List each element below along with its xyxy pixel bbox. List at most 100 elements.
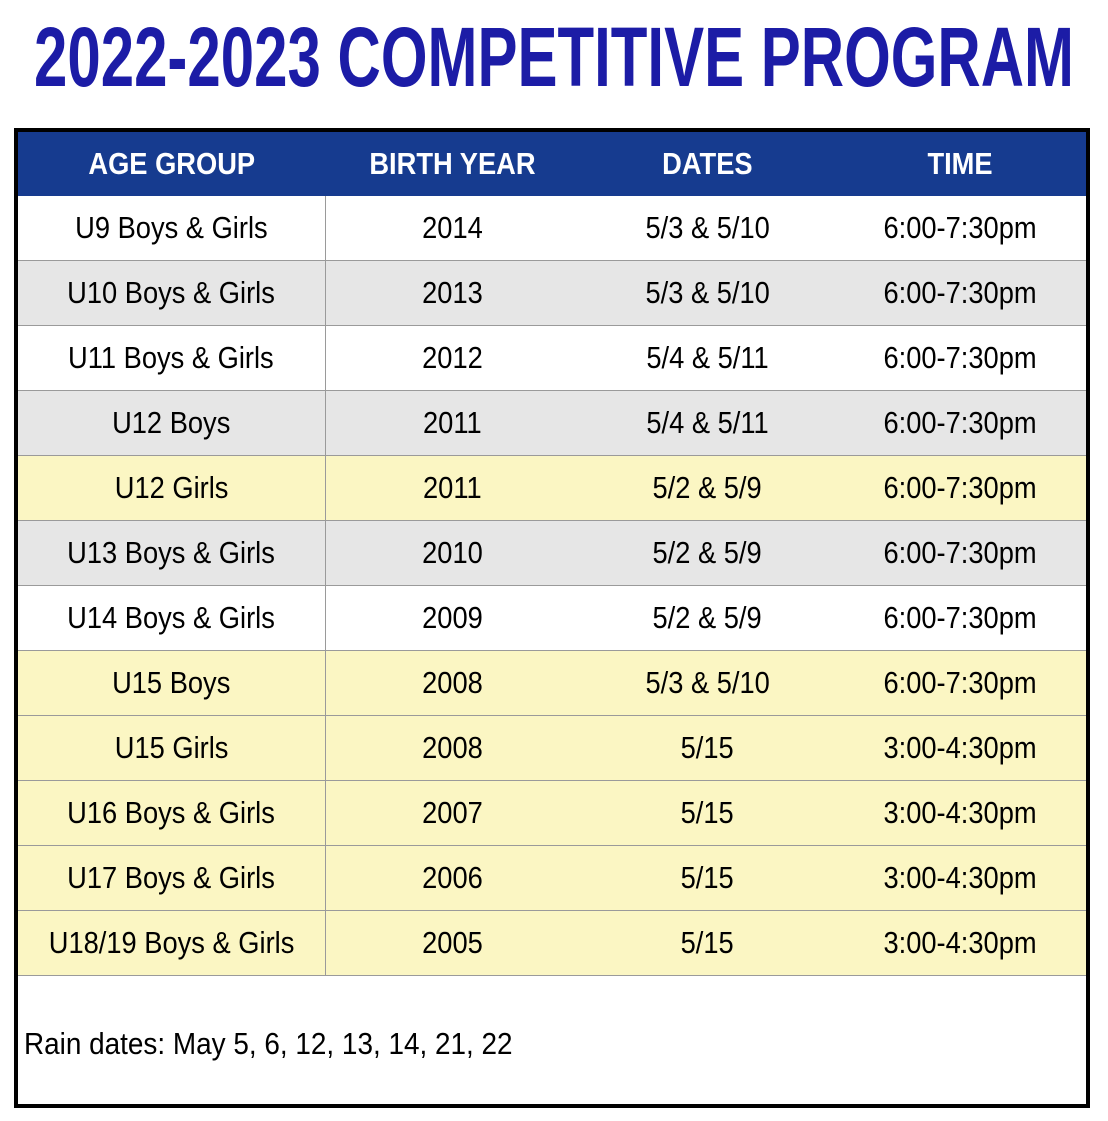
cell-text: 5/15 (680, 860, 735, 895)
table-cell: 3:00-4:30pm (835, 910, 1086, 976)
table-cell: 5/3 & 5/10 (580, 196, 835, 261)
table-cell: U10 Boys & Girls (18, 260, 326, 326)
table-cell: 6:00-7:30pm (835, 520, 1086, 586)
cell-text: 2013 (422, 275, 484, 310)
table-cell: 2011 (325, 390, 580, 456)
column-header-text: BIRTH YEAR (369, 146, 536, 181)
table-cell: 2005 (325, 910, 580, 976)
cell-text: U15 Girls (114, 730, 229, 765)
table-cell: 5/3 & 5/10 (580, 260, 835, 326)
cell-text: U18/19 Boys & Girls (48, 925, 295, 960)
cell-text: 6:00-7:30pm (883, 600, 1038, 635)
cell-text: 2014 (422, 210, 484, 245)
table-cell: 6:00-7:30pm (835, 196, 1086, 261)
table-cell: 3:00-4:30pm (835, 715, 1086, 781)
table-row: U13 Boys & Girls 2010 5/2 & 5/9 6:00-7:30pm (18, 520, 1086, 586)
table-cell: 3:00-4:30pm (835, 845, 1086, 911)
table-cell: U13 Boys & Girls (18, 520, 326, 586)
table-cell: 2011 (325, 455, 580, 521)
table-row: U9 Boys & Girls 2014 5/3 & 5/10 6:00-7:30pm (18, 196, 1086, 261)
table-cell: U9 Boys & Girls (18, 196, 326, 261)
column-header-text: TIME (927, 146, 994, 181)
cell-text: 2010 (422, 535, 484, 570)
cell-text: U13 Boys & Girls (67, 535, 276, 570)
cell-text: U15 Boys (112, 665, 231, 700)
table-cell: 6:00-7:30pm (835, 260, 1086, 326)
cell-text: 5/2 & 5/9 (652, 470, 763, 505)
table-cell: U18/19 Boys & Girls (18, 910, 326, 976)
column-header: BIRTH YEAR (325, 132, 580, 196)
cell-text: U14 Boys & Girls (67, 600, 276, 635)
schedule-frame: AGE GROUP BIRTH YEAR DATES TIME U9 Boys & G… (14, 128, 1090, 1108)
table-cell: 3:00-4:30pm (835, 780, 1086, 846)
cell-text: 2006 (422, 860, 484, 895)
table-cell: U11 Boys & Girls (18, 325, 326, 391)
cell-text: 3:00-4:30pm (883, 860, 1038, 895)
table-row: U16 Boys & Girls 2007 5/15 3:00-4:30pm (18, 780, 1086, 846)
cell-text: 2009 (422, 600, 484, 635)
table-cell: 2012 (325, 325, 580, 391)
cell-text: 5/15 (680, 925, 735, 960)
table-cell: 2009 (325, 585, 580, 651)
table-row: U10 Boys & Girls 2013 5/3 & 5/10 6:00-7:30p… (18, 260, 1086, 326)
table-row: U15 Girls 2008 5/15 3:00-4:30pm (18, 715, 1086, 781)
table-cell: U15 Girls (18, 715, 326, 781)
column-header: TIME (835, 132, 1086, 196)
cell-text: U9 Boys & Girls (74, 210, 268, 245)
cell-text: 5/2 & 5/9 (652, 535, 763, 570)
cell-text: U10 Boys & Girls (67, 275, 276, 310)
table-cell: U15 Boys (18, 650, 326, 716)
table-cell: 5/2 & 5/9 (580, 520, 835, 586)
table-cell: 6:00-7:30pm (835, 585, 1086, 651)
column-header: DATES (580, 132, 835, 196)
cell-text: 2011 (423, 405, 483, 440)
column-header: AGE GROUP (18, 132, 325, 196)
table-cell: 5/4 & 5/11 (580, 325, 835, 391)
cell-text: 5/3 & 5/10 (645, 275, 770, 310)
table-cell: 2008 (325, 715, 580, 781)
table-cell: 5/2 & 5/9 (580, 455, 835, 521)
cell-text: 5/3 & 5/10 (645, 665, 770, 700)
cell-text: 6:00-7:30pm (883, 665, 1038, 700)
table-cell: 6:00-7:30pm (835, 390, 1086, 456)
cell-text: 6:00-7:30pm (883, 340, 1038, 375)
cell-text: 5/2 & 5/9 (652, 600, 763, 635)
table-cell: 2014 (325, 196, 580, 261)
cell-text: 2005 (422, 925, 484, 960)
table-body: U9 Boys & Girls 2014 5/3 & 5/10 6:00-7:30pm… (18, 196, 1086, 976)
cell-text: 5/4 & 5/11 (646, 405, 769, 440)
table-cell: U12 Girls (18, 455, 326, 521)
table-row: U14 Boys & Girls 2009 5/2 & 5/9 6:00-7:30pm (18, 585, 1086, 651)
table-cell: 2010 (325, 520, 580, 586)
table-cell: U17 Boys & Girls (18, 845, 326, 911)
cell-text: 3:00-4:30pm (883, 795, 1038, 830)
table-row: U17 Boys & Girls 2006 5/15 3:00-4:30pm (18, 845, 1086, 911)
cell-text: 5/15 (680, 730, 735, 765)
cell-text: 6:00-7:30pm (883, 210, 1038, 245)
cell-text: 6:00-7:30pm (883, 405, 1038, 440)
table-cell: 5/3 & 5/10 (580, 650, 835, 716)
table-cell: 2006 (325, 845, 580, 911)
cell-text: U12 Girls (114, 470, 229, 505)
header-row: AGE GROUP BIRTH YEAR DATES TIME (18, 132, 1086, 196)
table-cell: U16 Boys & Girls (18, 780, 326, 846)
cell-text: U16 Boys & Girls (67, 795, 276, 830)
table-row: U18/19 Boys & Girls 2005 5/15 3:00-4:30pm (18, 910, 1086, 976)
table-cell: 2008 (325, 650, 580, 716)
cell-text: U11 Boys & Girls (68, 340, 275, 375)
cell-text: 3:00-4:30pm (883, 730, 1038, 765)
rain-dates-note: Rain dates: May 5, 6, 12, 13, 14, 21, 22 (24, 1026, 513, 1061)
schedule-table: AGE GROUP BIRTH YEAR DATES TIME U9 Boys & G… (18, 132, 1086, 976)
table-cell: 2013 (325, 260, 580, 326)
title-area: 2022-2023 COMPETITIVE PROGRAM (34, 10, 1074, 104)
cell-text: U12 Boys (112, 405, 231, 440)
table-cell: 6:00-7:30pm (835, 650, 1086, 716)
cell-text: 6:00-7:30pm (883, 470, 1038, 505)
cell-text: 5/3 & 5/10 (645, 210, 770, 245)
cell-text: 2012 (422, 340, 484, 375)
cell-text: 2007 (422, 795, 484, 830)
table-cell: 5/15 (580, 845, 835, 911)
column-header-text: AGE GROUP (88, 146, 255, 181)
table-cell: U14 Boys & Girls (18, 585, 326, 651)
